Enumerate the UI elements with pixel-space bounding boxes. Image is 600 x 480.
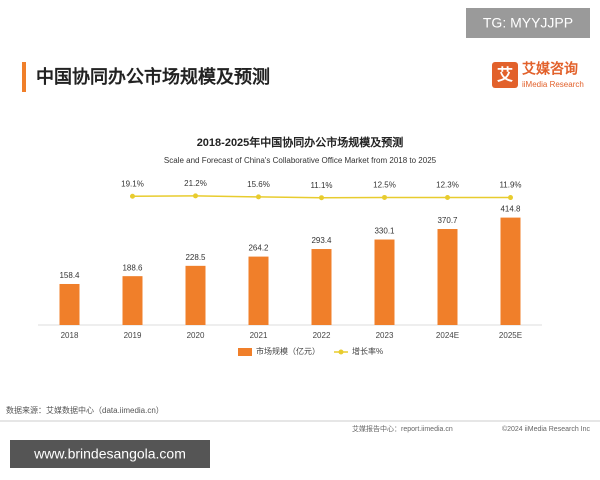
- watermark: TG: MYYJJPP: [483, 15, 573, 31]
- x-tick-label: 2019: [124, 331, 142, 340]
- line-value-label: 21.2%: [184, 179, 207, 188]
- line-point: [319, 195, 324, 201]
- bar-value-label: 414.8: [500, 205, 521, 214]
- chart-title: 2018-2025年中国协同办公市场规模及预测: [197, 135, 404, 149]
- bar: [185, 265, 206, 325]
- bar: [374, 239, 395, 325]
- x-tick-label: 2023: [376, 331, 394, 340]
- line-value-label: 12.5%: [373, 181, 396, 190]
- logo-sub: iiMedia Research: [522, 80, 584, 89]
- legend-swatch: [238, 348, 252, 356]
- bar: [59, 283, 80, 325]
- source: 数据来源：艾媒数据中心（data.iimedia.cn）: [6, 405, 164, 415]
- legend-label: 增长率%: [352, 346, 383, 356]
- x-tick-label: 2021: [250, 331, 268, 340]
- line-value-label: 11.1%: [310, 181, 332, 190]
- logo-icon: [492, 62, 518, 88]
- x-tick-label: 2022: [313, 331, 331, 340]
- page-title: 中国协同办公市场规模及预测: [36, 66, 270, 87]
- line-value-label: 11.9%: [499, 181, 521, 190]
- line-point: [508, 195, 513, 201]
- x-tick-label: 2020: [187, 331, 205, 340]
- footer-left: 艾媒报告中心：report.iimedia.cn: [352, 424, 453, 433]
- line-point: [445, 194, 450, 200]
- bar-value-label: 293.4: [311, 236, 332, 245]
- bar: [122, 276, 143, 325]
- line-value-label: 12.3%: [436, 181, 459, 190]
- bar-value-label: 264.2: [248, 244, 269, 253]
- line-value-label: 19.1%: [121, 179, 144, 188]
- bar: [311, 249, 332, 325]
- bar: [500, 217, 521, 325]
- x-tick-label: 2024E: [436, 331, 459, 340]
- title-accent: [22, 62, 26, 92]
- logo-name: 艾媒咨询: [522, 61, 578, 77]
- footer-right: ©2024 iiMedia Research Inc: [502, 425, 591, 433]
- x-tick-label: 2018: [61, 331, 79, 340]
- bar-value-label: 188.6: [122, 263, 143, 272]
- line-point: [382, 194, 387, 200]
- bar-value-label: 158.4: [59, 271, 80, 280]
- legend-label: 市场规模（亿元）: [256, 346, 320, 356]
- watermark-box: [10, 440, 210, 468]
- bar: [248, 256, 269, 325]
- logo-mark: 艾: [497, 65, 513, 84]
- line-point: [256, 194, 261, 200]
- x-tick-label: 2025E: [499, 331, 522, 340]
- chart-subtitle: Scale and Forecast of China's Collaborat…: [164, 156, 437, 165]
- watermark: www.brindesangola.com: [33, 446, 186, 462]
- line-point: [193, 193, 198, 199]
- line-point: [130, 193, 135, 199]
- bar: [437, 229, 458, 325]
- line-value-label: 15.6%: [247, 180, 270, 189]
- bar-value-label: 330.1: [374, 227, 395, 236]
- watermark-box: [466, 8, 590, 38]
- bar-value-label: 370.7: [437, 216, 458, 225]
- legend-swatch: [338, 349, 344, 355]
- bar-value-label: 228.5: [185, 253, 206, 262]
